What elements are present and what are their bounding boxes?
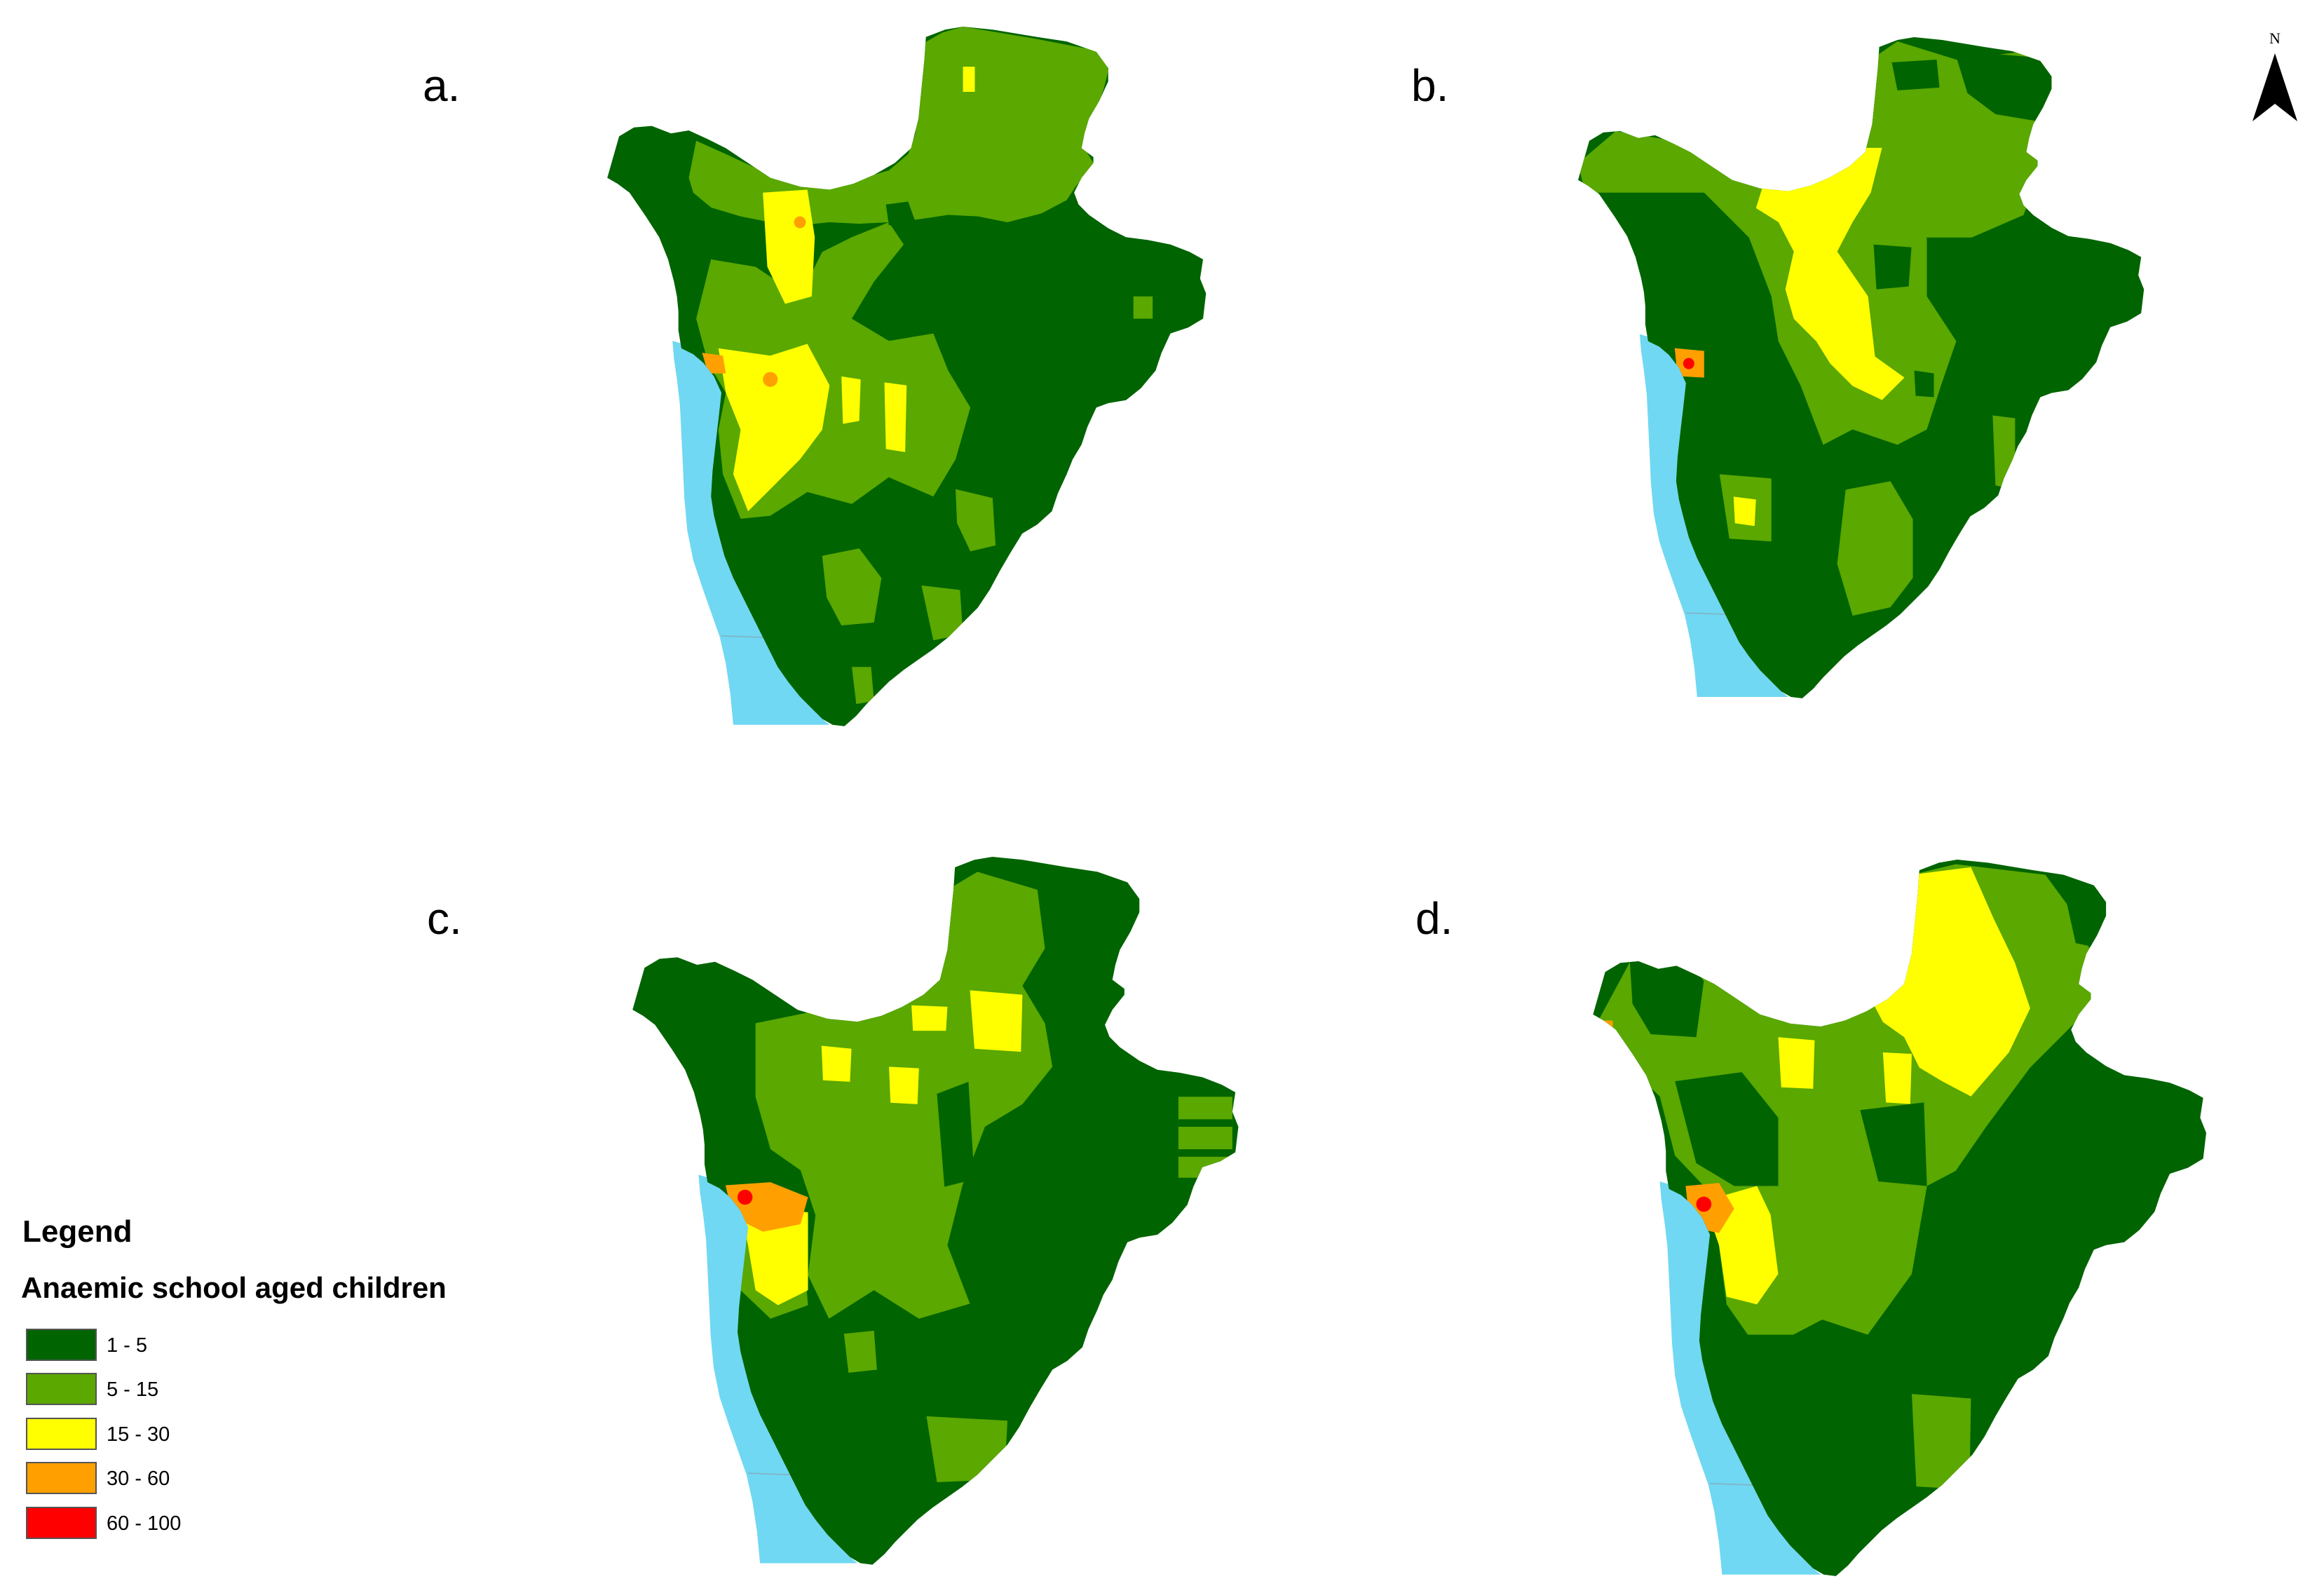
panel-label-c: c. bbox=[427, 893, 462, 944]
map-panel-c bbox=[632, 857, 1239, 1565]
map-a-zone-5-15 bbox=[921, 585, 963, 641]
map-a-zones bbox=[688, 27, 1153, 705]
map-a-zone-5-15 bbox=[822, 548, 882, 626]
map-panel-d bbox=[1593, 860, 2206, 1576]
map-a-zone-15-30 bbox=[963, 67, 975, 93]
panel-label-a: a. bbox=[423, 60, 460, 111]
legend-item: 60 - 100 bbox=[26, 1507, 181, 1539]
map-a-zone-30-60 bbox=[763, 372, 778, 387]
map-b-zones bbox=[1577, 41, 2067, 616]
map-b-zone-15-30 bbox=[1733, 496, 1756, 527]
map-b-zone-5-15 bbox=[1837, 481, 1913, 616]
legend-swatch bbox=[26, 1373, 97, 1405]
map-d-zone-15-30 bbox=[1778, 1037, 1815, 1089]
map-a-zone-30-60 bbox=[702, 353, 726, 374]
map-c-zone-15-30 bbox=[821, 1045, 852, 1082]
legend-item: 15 - 30 bbox=[26, 1418, 170, 1450]
map-d-zone-5-15 bbox=[1911, 1394, 1971, 1490]
legend-swatch bbox=[26, 1462, 97, 1494]
map-a-zone-15-30 bbox=[884, 382, 907, 452]
map-c-zone-5-15 bbox=[843, 1330, 877, 1373]
panel-label-b: b. bbox=[1411, 60, 1448, 111]
legend-label: 15 - 30 bbox=[107, 1423, 170, 1446]
map-c-zone-1-5 bbox=[1178, 1149, 1232, 1157]
legend-label: 1 - 5 bbox=[107, 1334, 147, 1357]
map-b-zone-1-5 bbox=[1873, 244, 1912, 290]
map-a-zone-15-30 bbox=[841, 376, 861, 424]
map-d-zone-1-5 bbox=[1675, 1072, 1779, 1186]
map-b-zone-60-100 bbox=[1683, 358, 1694, 370]
legend-swatch bbox=[26, 1418, 97, 1450]
map-c-zone-15-30 bbox=[970, 990, 1023, 1052]
map-b-zone-1-5 bbox=[1956, 53, 2066, 121]
map-c-zones bbox=[725, 872, 1232, 1482]
map-c-zone-15-30 bbox=[740, 1207, 808, 1306]
map-c-zone-15-30 bbox=[889, 1066, 919, 1104]
legend-item: 30 - 60 bbox=[26, 1462, 170, 1494]
map-a-zone-1-5 bbox=[885, 201, 916, 226]
lake-boundary-line bbox=[747, 1472, 790, 1476]
map-c-zone-60-100 bbox=[738, 1189, 753, 1205]
map-d-zone-1-5 bbox=[2060, 874, 2105, 949]
map-c-zone-1-5 bbox=[937, 1081, 974, 1187]
map-d-zone-60-100 bbox=[1696, 1196, 1712, 1212]
legend-label: 30 - 60 bbox=[107, 1467, 170, 1490]
north-arrow-icon bbox=[2252, 53, 2297, 121]
map-c-zone-5-15 bbox=[1178, 1097, 1232, 1178]
map-b-zone-1-5 bbox=[1891, 59, 1940, 90]
map-panel-a bbox=[607, 27, 1207, 726]
map-c-zone-1-5 bbox=[1178, 1119, 1232, 1127]
legend-title: Legend bbox=[22, 1214, 132, 1249]
map-a-zone-5-15 bbox=[688, 27, 1108, 226]
lake-boundary-line bbox=[1710, 1482, 1753, 1486]
map-c-zone-15-30 bbox=[911, 1005, 948, 1031]
map-d-zone-1-5 bbox=[1860, 1102, 1927, 1186]
legend-swatch bbox=[26, 1329, 97, 1361]
legend-label: 60 - 100 bbox=[107, 1512, 181, 1535]
lake-boundary-line bbox=[721, 635, 763, 638]
map-b-zone-15-30 bbox=[1755, 147, 1905, 400]
map-a-zone-5-15 bbox=[852, 667, 874, 705]
map-panel-b bbox=[1577, 37, 2145, 699]
map-a-zone-5-15 bbox=[956, 489, 996, 552]
map-c-zone-5-15 bbox=[926, 1416, 1008, 1482]
north-arrow: N bbox=[2252, 29, 2297, 121]
legend-item: 5 - 15 bbox=[26, 1373, 158, 1405]
lake-boundary-line bbox=[1685, 612, 1725, 615]
map-a-zone-15-30 bbox=[718, 344, 830, 512]
legend-subtitle: Anaemic school aged children bbox=[21, 1271, 447, 1304]
legend-label: 5 - 15 bbox=[107, 1378, 158, 1401]
panel-label-d: d. bbox=[1415, 893, 1453, 944]
map-d-zone-15-30 bbox=[1882, 1052, 1912, 1104]
legend-swatch bbox=[26, 1507, 97, 1539]
map-b-zone-1-5 bbox=[1914, 370, 1934, 398]
legend-item: 1 - 5 bbox=[26, 1329, 147, 1361]
map-b-zone-5-15 bbox=[1992, 415, 2016, 490]
north-label: N bbox=[2269, 29, 2281, 47]
map-a-zone-5-15 bbox=[1133, 296, 1153, 319]
map-d-zone-1-5 bbox=[1629, 950, 1704, 1038]
map-a-zone-30-60 bbox=[794, 216, 806, 229]
map-d-zone-30-60 bbox=[1597, 1020, 1613, 1038]
legend: Legend Anaemic school aged children 1 - … bbox=[21, 1214, 447, 1539]
